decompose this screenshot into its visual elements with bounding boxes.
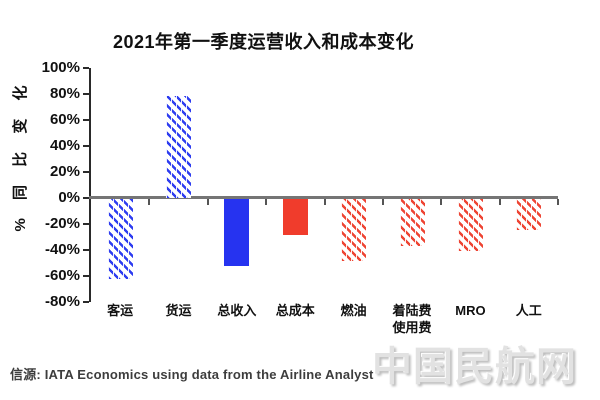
y-tick-label: 80% bbox=[49, 85, 80, 103]
x-tick-mark bbox=[265, 199, 268, 205]
x-tick-mark bbox=[498, 199, 501, 205]
y-tick-label: 100% bbox=[41, 59, 80, 77]
chart-title: 2021年第一季度运营收入和成本变化 bbox=[112, 32, 415, 52]
source-note: 信源: IATA Economics using data from the A… bbox=[10, 367, 374, 382]
category-label-7: 人工 bbox=[515, 303, 542, 318]
bar-6 bbox=[457, 199, 483, 251]
category-label-3: 总成本 bbox=[275, 303, 315, 318]
y-tick-label: -40% bbox=[44, 240, 80, 258]
category-label-0: 客运 bbox=[107, 303, 134, 318]
bar-7 bbox=[516, 199, 542, 231]
x-tick-mark bbox=[148, 199, 151, 205]
watermark-logo: 中国民航网 bbox=[372, 345, 577, 389]
y-tick-mark bbox=[83, 119, 89, 122]
y-tick-mark bbox=[83, 222, 89, 225]
y-tick-label: 40% bbox=[49, 137, 80, 155]
category-label-1: 货运 bbox=[165, 303, 192, 318]
bar-1 bbox=[166, 95, 192, 198]
y-tick-label: 60% bbox=[49, 111, 80, 129]
bar-2 bbox=[224, 199, 250, 267]
y-tick-mark bbox=[83, 171, 89, 174]
y-tick-mark bbox=[83, 67, 89, 70]
x-tick-mark bbox=[323, 199, 326, 205]
category-label-5: 着陆费 使用费 bbox=[392, 303, 432, 335]
bar-3 bbox=[282, 199, 308, 236]
y-tick-mark bbox=[83, 274, 89, 277]
bar-4 bbox=[341, 199, 367, 262]
y-tick-mark bbox=[83, 248, 89, 251]
y-tick-label: -20% bbox=[44, 214, 80, 232]
x-tick-mark bbox=[440, 199, 443, 205]
bar-0 bbox=[107, 199, 133, 280]
y-tick-label: -80% bbox=[44, 292, 80, 310]
y-tick-mark bbox=[83, 145, 89, 148]
y-axis-line bbox=[89, 68, 91, 302]
y-tick-mark bbox=[83, 197, 89, 199]
bar-5 bbox=[399, 199, 425, 246]
y-tick-mark bbox=[83, 300, 89, 303]
x-tick-mark bbox=[381, 199, 384, 205]
x-tick-mark bbox=[557, 199, 559, 205]
y-tick-label: 0% bbox=[58, 189, 80, 206]
y-tick-label: -60% bbox=[44, 266, 80, 284]
x-tick-mark bbox=[206, 199, 209, 205]
y-tick-label: 20% bbox=[49, 163, 80, 181]
category-label-6: MRO bbox=[455, 303, 486, 318]
category-label-2: 总收入 bbox=[217, 303, 257, 318]
category-label-4: 燃油 bbox=[340, 303, 367, 318]
zero-baseline bbox=[89, 196, 558, 199]
y-tick-mark bbox=[83, 93, 89, 96]
